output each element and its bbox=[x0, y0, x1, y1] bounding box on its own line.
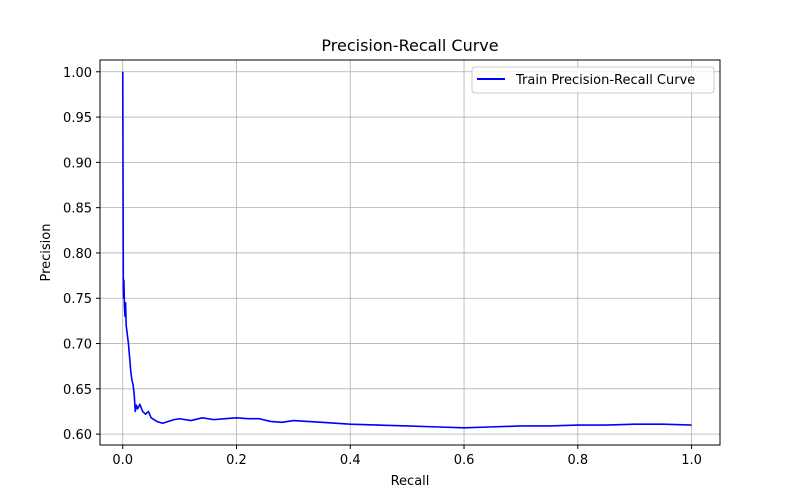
x-axis-label: Recall bbox=[391, 474, 430, 489]
grid bbox=[100, 60, 720, 445]
chart-title: Precision-Recall Curve bbox=[321, 36, 498, 55]
y-tick-label: 0.60 bbox=[63, 428, 92, 443]
y-tick-label: 0.65 bbox=[63, 383, 92, 398]
x-tick-label: 0.6 bbox=[454, 453, 475, 468]
y-tick-label: 0.70 bbox=[63, 338, 92, 353]
x-tick-label: 0.0 bbox=[112, 453, 133, 468]
x-tick-label: 1.0 bbox=[681, 453, 702, 468]
y-tick-label: 1.00 bbox=[63, 66, 92, 81]
series-line bbox=[121, 71, 692, 429]
x-tick-label: 0.2 bbox=[226, 453, 247, 468]
y-tick-label: 0.95 bbox=[63, 111, 92, 126]
y-axis-ticks: 0.60 0.65 0.70 0.75 0.80 0.85 0.90 0.95 1.00 bbox=[63, 66, 100, 443]
y-tick-label: 0.75 bbox=[63, 292, 92, 307]
x-axis-ticks: 0.0 0.2 0.4 0.6 0.8 1.0 bbox=[112, 445, 702, 468]
legend: Train Precision-Recall Curve bbox=[471, 66, 715, 94]
x-tick-label: 0.8 bbox=[567, 453, 588, 468]
y-tick-label: 0.80 bbox=[63, 247, 92, 262]
y-tick-label: 0.90 bbox=[63, 156, 92, 171]
y-axis-label: Precision bbox=[39, 223, 54, 281]
series-layer bbox=[121, 71, 692, 429]
legend-label: Train Precision-Recall Curve bbox=[515, 73, 695, 88]
x-tick-label: 0.4 bbox=[340, 453, 361, 468]
y-tick-label: 0.85 bbox=[63, 202, 92, 217]
legend-box bbox=[471, 66, 715, 94]
